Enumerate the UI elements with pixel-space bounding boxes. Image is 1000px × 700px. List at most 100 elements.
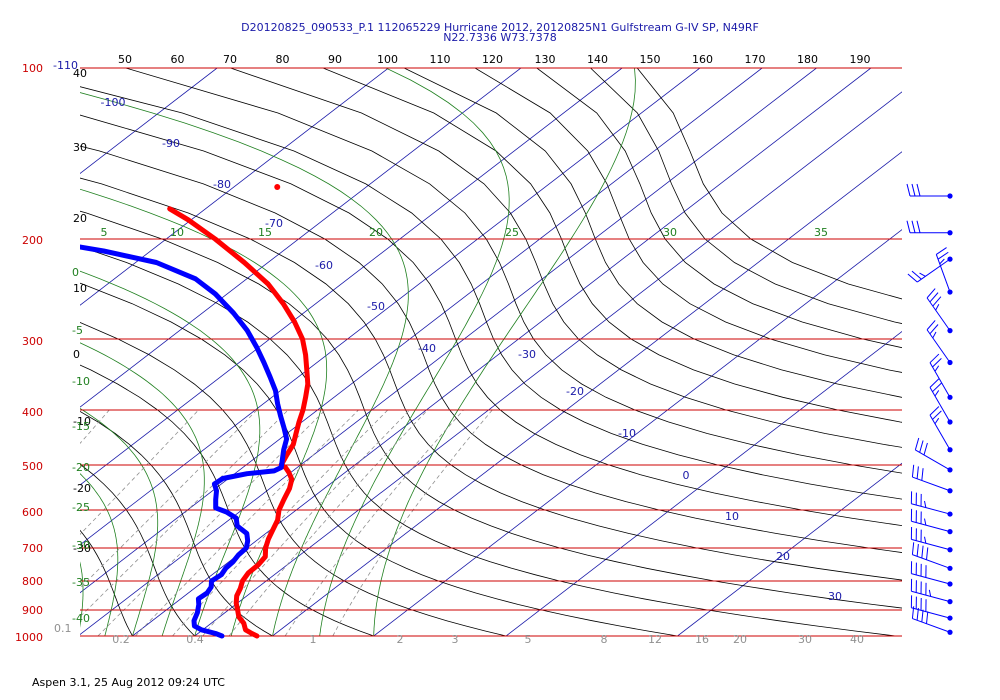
- isotherm-line: [132, 68, 872, 637]
- dry-adiabat-line: [80, 322, 507, 637]
- left-green-label: -30: [72, 539, 90, 552]
- isotherm-label: -10: [618, 427, 636, 440]
- wind-barb-staff: [912, 618, 951, 633]
- isotherm-label: 30: [828, 590, 842, 603]
- wind-barb-feather: [932, 296, 942, 307]
- dry-adiabat-line: [636, 68, 902, 300]
- wind-barb-dot: [947, 629, 953, 635]
- left-black-label: -20: [73, 482, 91, 495]
- wind-barb-feather: [924, 536, 927, 544]
- mixing-ratio-line: [172, 409, 389, 637]
- wind-barb-feather: [926, 611, 929, 624]
- dry-adiabat-line: [80, 246, 896, 637]
- mixing-ratio-line: [202, 409, 410, 637]
- wind-barb-staff: [935, 254, 951, 293]
- pressure-tick-label: 100: [22, 62, 43, 75]
- adiabat-label: 25: [505, 226, 519, 239]
- top-tick-label: 190: [850, 53, 871, 66]
- wind-barb-feather: [937, 251, 949, 260]
- mixing-ratio-label: 12: [648, 633, 662, 646]
- isotherm-line: [80, 68, 522, 408]
- dry-adiabat-line: [80, 364, 374, 637]
- pressure-tick-label: 200: [22, 234, 43, 247]
- left-green-label: -35: [72, 576, 90, 589]
- wind-barb-feather: [906, 183, 911, 197]
- left-black-label: 0: [73, 348, 80, 361]
- top-tick-label: 50: [118, 53, 132, 66]
- moist-adiabat-line: [0, 68, 24, 636]
- adiabat-label: 20: [369, 226, 383, 239]
- mixing-ratio-line: [332, 409, 493, 637]
- left-black-label: 40: [73, 67, 87, 80]
- wind-barb-feather: [929, 406, 940, 416]
- isotherm-line: [373, 229, 902, 637]
- isotherm-line: [80, 68, 218, 174]
- wind-barb-feather: [936, 247, 947, 255]
- wind-barb-feather: [932, 358, 942, 368]
- dry-adiabat-line: [80, 177, 902, 581]
- wind-barb: [906, 183, 953, 199]
- moist-adiabat-line: [80, 473, 119, 637]
- isobar-lines: [80, 67, 902, 637]
- wind-barb-staff: [929, 387, 951, 423]
- pressure-tick-label: 700: [22, 542, 43, 555]
- wind-barb: [926, 288, 953, 334]
- wind-barb: [929, 378, 953, 425]
- mixing-ratio-line: [80, 409, 258, 589]
- mixing-ratio-label: 30: [798, 633, 812, 646]
- wind-barb-feather: [906, 220, 911, 233]
- wind-barb-staff: [912, 476, 951, 492]
- wind-barb-staff: [929, 362, 951, 398]
- adiabat-label: 15: [258, 226, 272, 239]
- left-green-label: -10: [72, 375, 90, 388]
- mixing-ratio-label: 2: [397, 633, 404, 646]
- temperature-trace: [167, 206, 311, 639]
- wind-barb-feather: [916, 543, 919, 557]
- pressure-tick-label: 1000: [15, 631, 43, 644]
- wind-barb-feather: [926, 288, 936, 299]
- mixing-ratio-label: 5: [525, 633, 532, 646]
- left-black-label: -10: [73, 415, 91, 428]
- top-tick-label: 170: [745, 53, 766, 66]
- isotherm-line: [80, 68, 701, 546]
- wind-barb-feather: [924, 518, 927, 526]
- isotherm-line: [80, 68, 763, 594]
- isotherm-label: -50: [367, 300, 385, 313]
- wind-barb-feather: [926, 547, 929, 560]
- wind-barb-feather: [934, 365, 940, 372]
- wind-barb-staff: [926, 297, 951, 331]
- left-black-label: 20: [73, 212, 87, 225]
- top-tick-label: 80: [276, 53, 290, 66]
- mixing-ratio-line: [0, 410, 32, 636]
- top-tick-label: 140: [587, 53, 608, 66]
- wind-barb-feather: [921, 545, 924, 559]
- wind-barb-dot: [947, 599, 953, 605]
- dry-adiabat-line: [230, 68, 902, 448]
- adiabat-label: 10: [170, 226, 184, 239]
- wind-barbs: [906, 183, 953, 635]
- wind-barb: [906, 220, 953, 236]
- pressure-tick-label: 400: [22, 406, 43, 419]
- pressure-tick-label: 300: [22, 335, 43, 348]
- chart-title: D20120825_090533_P.1 112065229 Hurricane…: [241, 21, 759, 34]
- isotherm-label: 20: [776, 550, 790, 563]
- isotherm-label: -80: [213, 178, 231, 191]
- wind-barb-staff: [916, 258, 951, 283]
- mixing-ratio-label: 20: [733, 633, 747, 646]
- wind-barb-feather: [907, 273, 918, 283]
- wind-barb-feather: [921, 609, 924, 623]
- wind-barb: [935, 247, 953, 295]
- wind-barb-staff: [911, 520, 951, 533]
- wind-barb: [910, 491, 953, 517]
- moist-adiabat-line: [80, 270, 261, 637]
- wind-barb-dot: [947, 615, 953, 621]
- chart-grid: [0, 68, 902, 637]
- wind-barb: [907, 256, 953, 283]
- isotherm-label: -20: [566, 385, 584, 398]
- wind-barb: [911, 542, 953, 571]
- isotherm-line: [194, 91, 902, 637]
- dry-adiabat-line: [80, 114, 902, 527]
- mixing-ratio-label: 40: [850, 633, 864, 646]
- isotherm-label: -30: [518, 348, 536, 361]
